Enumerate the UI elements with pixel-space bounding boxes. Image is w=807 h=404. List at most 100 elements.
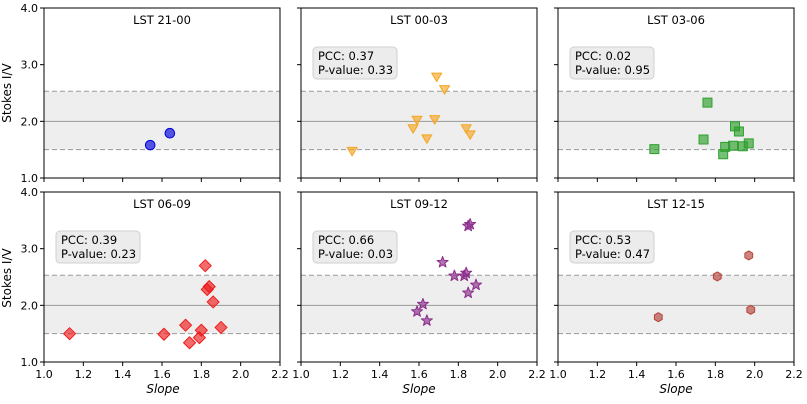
- data-point: [183, 336, 197, 350]
- data-point: [702, 97, 713, 108]
- x-tick-label: 1.2: [332, 368, 350, 381]
- points-group: [411, 218, 483, 326]
- data-point: [743, 138, 754, 149]
- y-tick-label: 2.0: [21, 115, 39, 128]
- data-point: [420, 314, 433, 326]
- data-point: [728, 140, 739, 151]
- y-tick-label: 3.0: [21, 243, 39, 256]
- x-axis-label-col3: Slope: [659, 382, 692, 396]
- data-point: [464, 218, 477, 230]
- data-point: [431, 72, 443, 83]
- panel-title: LST 03-06: [647, 13, 705, 27]
- data-point: [429, 115, 441, 125]
- y-tick-label: 4.0: [21, 2, 39, 15]
- data-point: [421, 134, 433, 144]
- data-point: [746, 304, 756, 315]
- data-point: [157, 327, 171, 341]
- data-point: [63, 327, 77, 341]
- y-axis-label-top: Stokes I/V: [0, 63, 14, 123]
- y-tick-label: 3.0: [21, 59, 39, 72]
- data-point: [214, 320, 228, 334]
- reference-band: [44, 91, 280, 150]
- x-tick-label: 1.2: [75, 368, 93, 381]
- panel-2: LST 00-03 PCC: 0.37P-value: 0.33: [297, 7, 538, 182]
- panel-title: LST 06-09: [133, 197, 191, 211]
- points-group: [649, 97, 754, 160]
- data-point: [712, 271, 722, 282]
- stats-pvalue: P-value: 0.95: [575, 63, 650, 77]
- x-tick-label: 1.4: [371, 368, 389, 381]
- x-tick-label: 2.2: [271, 368, 289, 381]
- data-point: [411, 115, 423, 126]
- y-tick-label: 2.0: [21, 299, 39, 312]
- reference-band: [301, 275, 537, 334]
- stats-pcc: PCC: 0.37: [318, 49, 374, 63]
- panel-5: LST 09-12 PCC: 0.66P-value: 0.03 1.0 1.2 1.4…: [292, 191, 546, 381]
- points-group: [63, 259, 228, 350]
- reference-band: [44, 275, 280, 334]
- stats-pcc: PCC: 0.53: [575, 233, 631, 247]
- stats-pcc: PCC: 0.66: [318, 233, 374, 247]
- x-tick-label: 1.0: [549, 368, 567, 381]
- x-tick-label: 2.0: [232, 368, 250, 381]
- data-point: [462, 286, 475, 299]
- data-point: [698, 134, 709, 145]
- panel-6: LST 12-15 PCC: 0.53P-value: 0.47 1.0 1.2 1.4…: [549, 191, 803, 381]
- data-point: [460, 124, 472, 134]
- x-tick-label: 2.0: [746, 368, 764, 381]
- y-tick-label: 4.0: [21, 186, 39, 199]
- x-tick-label: 1.0: [35, 368, 53, 381]
- x-axis-label-col2: Slope: [402, 382, 435, 396]
- stats-pcc: PCC: 0.39: [61, 233, 117, 247]
- points-group: [346, 72, 476, 157]
- data-point: [164, 127, 176, 139]
- data-point: [194, 323, 208, 337]
- panel-1: LST 21-00 1.0 2.0 3.0 4.0: [21, 2, 281, 185]
- data-point: [733, 126, 744, 137]
- stats-pvalue: P-value: 0.23: [61, 247, 136, 261]
- panel-3: LST 03-06 PCC: 0.02P-value: 0.95: [554, 7, 795, 182]
- x-axis-label-col1: Slope: [146, 382, 179, 396]
- panel-title: LST 21-00: [133, 13, 191, 27]
- stats-box: [569, 230, 655, 264]
- x-tick-label: 2.0: [489, 368, 507, 381]
- x-tick-label: 2.2: [528, 368, 546, 381]
- data-point: [202, 280, 216, 294]
- y-tick-label: 1.0: [21, 356, 39, 369]
- data-point: [436, 255, 449, 268]
- y-tick-label: 1.0: [21, 172, 39, 185]
- data-point: [411, 305, 424, 317]
- stats-box: [312, 46, 398, 80]
- x-tick-label: 1.8: [193, 368, 211, 381]
- x-tick-label: 1.6: [667, 368, 685, 381]
- data-point: [206, 295, 220, 309]
- data-point: [720, 141, 731, 152]
- panel-4: LST 06-09 PCC: 0.39P-value: 0.23 1.0 2.0 3.0…: [21, 186, 289, 381]
- data-point: [346, 146, 358, 157]
- data-point: [470, 278, 483, 291]
- y-axis-label-bottom: Stokes I/V: [0, 248, 14, 308]
- x-tick-label: 1.8: [707, 368, 725, 381]
- points-group: [653, 250, 756, 323]
- x-tick-label: 1.4: [114, 368, 132, 381]
- stats-pvalue: P-value: 0.47: [575, 247, 650, 261]
- data-point: [460, 266, 473, 279]
- data-point: [179, 318, 193, 332]
- data-point: [198, 259, 212, 273]
- stats-pvalue: P-value: 0.03: [318, 247, 393, 261]
- data-point: [464, 130, 476, 140]
- x-tick-label: 1.0: [292, 368, 310, 381]
- stats-pvalue: P-value: 0.33: [318, 63, 393, 77]
- x-tick-label: 1.8: [450, 368, 468, 381]
- panel-title: LST 09-12: [390, 197, 448, 211]
- reference-band: [558, 275, 794, 334]
- stats-box: [569, 46, 655, 80]
- data-point: [744, 250, 754, 261]
- x-tick-label: 1.2: [589, 368, 607, 381]
- data-point: [144, 139, 156, 151]
- stats-pcc: PCC: 0.02: [575, 49, 631, 63]
- panel-title: LST 00-03: [390, 13, 448, 27]
- reference-band: [558, 91, 794, 150]
